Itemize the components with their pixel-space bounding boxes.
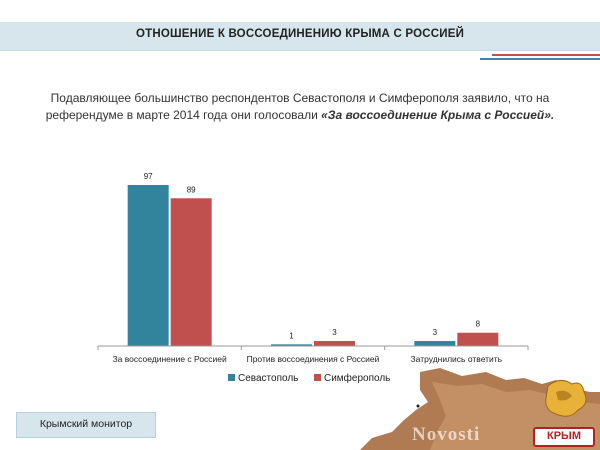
category-labels: За воссоединение с Россией Против воссоед… — [113, 354, 503, 364]
x-axis-ticks — [97, 346, 529, 350]
category-label: Против воссоединения с Россией — [247, 354, 380, 364]
intro-line-2-prefix: референдуме в марте 2014 года они голосо… — [45, 108, 322, 122]
watermark-text: Novosti — [412, 424, 481, 445]
category-label: Затруднились ответить — [411, 354, 503, 364]
legend: Севастополь Симферополь — [228, 372, 390, 384]
data-label: 3 — [433, 328, 438, 337]
bar — [170, 198, 212, 346]
bar — [127, 184, 169, 346]
data-label: 3 — [332, 328, 337, 337]
accent-line-red — [492, 54, 600, 56]
intro-text: Подавляющее большинство респондентов Сев… — [30, 90, 570, 124]
bars-group — [127, 184, 499, 346]
category-label: За воссоединение с Россией — [113, 354, 228, 364]
intro-line-2: референдуме в марте 2014 года они голосо… — [30, 107, 570, 124]
data-labels: 97 89 1 3 3 8 — [144, 172, 481, 340]
logo-box — [533, 427, 595, 447]
page-title: ОТНОШЕНИЕ К ВОССОЕДИНЕНИЮ КРЫМА С РОССИЕ… — [135, 28, 465, 40]
data-label: 97 — [144, 172, 153, 181]
legend-swatch — [228, 374, 235, 381]
footer-label: Крымский монитор — [39, 418, 133, 430]
bar — [271, 344, 312, 346]
footer-source-box: Крымский монитор — [16, 412, 156, 438]
intro-line-2-emphasis: «За воссоединение Крыма с Россией». — [321, 108, 555, 122]
title-bar: ОТНОШЕНИЕ К ВОССОЕДИНЕНИЮ КРЫМА С РОССИЕ… — [0, 22, 600, 51]
crimea-emblem-icon — [545, 380, 587, 417]
bar — [457, 332, 499, 346]
bar — [414, 341, 456, 346]
bar — [314, 341, 355, 346]
logo-text: КРЫМ — [547, 430, 581, 442]
intro-line-1: Подавляющее большинство респондентов Сев… — [50, 91, 550, 105]
legend-swatch — [314, 374, 321, 381]
map-dot — [416, 404, 420, 408]
accent-line-blue — [480, 58, 600, 60]
legend-label: Симферополь — [324, 372, 390, 384]
data-label: 89 — [187, 185, 196, 194]
legend-label: Севастополь — [238, 373, 298, 384]
data-label: 8 — [476, 320, 481, 329]
data-label: 1 — [289, 331, 294, 340]
